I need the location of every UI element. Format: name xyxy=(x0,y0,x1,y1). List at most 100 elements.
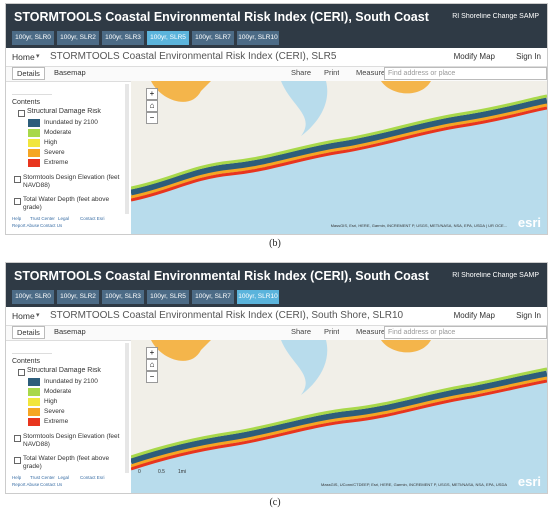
scale-label: 0.5 xyxy=(158,469,165,475)
legend-label: Inundated by 2100 xyxy=(44,378,98,385)
layer-name: Structural Damage Risk xyxy=(27,367,101,374)
measure-button[interactable]: Measure xyxy=(356,68,386,77)
zoom-button[interactable]: ⌂ xyxy=(146,359,158,371)
legend-label: Severe xyxy=(44,149,65,156)
layer-tab[interactable]: 100yr, SLR0 xyxy=(12,290,54,304)
layer-tab[interactable]: 100yr, SLR2 xyxy=(57,290,99,304)
share-button[interactable]: Share xyxy=(291,327,312,336)
legend-label: High xyxy=(44,139,58,146)
esri-logo: esri xyxy=(517,215,541,230)
layer-tab[interactable]: 100yr, SLR5 xyxy=(147,290,189,304)
scrollbar xyxy=(125,84,129,214)
layer-tab[interactable]: 100yr, SLR5 xyxy=(147,31,189,45)
layer-checkbox[interactable] xyxy=(14,198,21,205)
layer-tab[interactable]: 100yr, SLR3 xyxy=(102,31,144,45)
scale-label: 0 xyxy=(138,469,141,475)
coast-extreme xyxy=(131,379,547,471)
layer-name: Total Water Depth (feet above grade) xyxy=(23,196,110,211)
layer-checkbox[interactable] xyxy=(18,369,25,376)
layer-tab[interactable]: 100yr, SLR3 xyxy=(102,290,144,304)
app-title: STORMTOOLS Coastal Environmental Risk In… xyxy=(14,269,429,283)
scrollbar xyxy=(125,343,129,473)
legend-swatch xyxy=(28,418,40,426)
layer-checkbox[interactable] xyxy=(18,110,25,117)
layer-checkbox[interactable] xyxy=(14,435,21,442)
layer-name: Structural Damage Risk xyxy=(27,108,101,115)
home-menu[interactable]: Home xyxy=(12,52,35,62)
sign-in[interactable]: Sign In xyxy=(516,311,541,320)
app-panel: STORMTOOLS Coastal Environmental Risk In… xyxy=(5,262,548,494)
footer-link[interactable]: Legal xyxy=(58,216,70,221)
contents-heading: Contents xyxy=(12,99,41,106)
header-bar: STORMTOOLS Coastal Environmental Risk In… xyxy=(6,4,547,48)
header-link[interactable]: RI Shoreline Change SAMP xyxy=(452,272,539,279)
zoom-button[interactable]: + xyxy=(146,88,158,100)
legend-swatch xyxy=(28,408,40,416)
zoom-button[interactable]: − xyxy=(146,371,158,383)
map[interactable] xyxy=(131,340,547,493)
coast-severe xyxy=(131,103,547,199)
map-title: STORMTOOLS Coastal Environmental Risk In… xyxy=(50,310,404,321)
layer-tab[interactable]: 100yr, SLR0 xyxy=(12,31,54,45)
basemap-tab[interactable]: Basemap xyxy=(54,327,86,336)
footer-link[interactable]: Contact Us xyxy=(40,223,63,228)
panel-icons xyxy=(12,84,52,95)
footer-link[interactable]: Report Abuse xyxy=(12,482,40,487)
inland-water xyxy=(281,81,328,136)
footer-link[interactable]: Contact Esri xyxy=(80,475,105,480)
home-caret: ▾ xyxy=(36,312,40,319)
header-bar: STORMTOOLS Coastal Environmental Risk In… xyxy=(6,263,547,307)
legend-swatch xyxy=(28,159,40,167)
modify-map[interactable]: Modify Map xyxy=(453,311,495,320)
inland-water xyxy=(281,340,328,395)
footer-link[interactable]: Contact Us xyxy=(40,482,63,487)
search-box[interactable]: Find address or place xyxy=(384,67,547,80)
layer-tab[interactable]: 100yr, SLR2 xyxy=(57,31,99,45)
footer-link[interactable]: Help xyxy=(12,475,22,480)
zoom-button[interactable]: + xyxy=(146,347,158,359)
coast-extreme xyxy=(131,106,547,202)
coast-severe xyxy=(131,376,547,468)
map-attribution: MassGIS, UConn/CTDEEP, Esri, HERE, Garmi… xyxy=(321,482,507,487)
legend-label: High xyxy=(44,398,58,405)
layer-checkbox[interactable] xyxy=(14,176,21,183)
legend-label: Extreme xyxy=(44,418,69,425)
zoom-button[interactable]: ⌂ xyxy=(146,100,158,112)
measure-button[interactable]: Measure xyxy=(356,327,386,336)
legend-swatch xyxy=(28,378,40,386)
details-tab[interactable]: Details xyxy=(12,326,45,339)
footer-link[interactable]: Contact Esri xyxy=(80,216,105,221)
header-link[interactable]: RI Shoreline Change SAMP xyxy=(452,13,539,20)
map-attribution: MassGIS, Esri, HERE, Garmin, INCREMENT P… xyxy=(330,223,507,228)
map[interactable] xyxy=(131,81,547,234)
footer-link[interactable]: Report Abuse xyxy=(12,223,40,228)
coast-moderate xyxy=(131,94,547,190)
legend-label: Severe xyxy=(44,408,65,415)
zoom-button[interactable]: − xyxy=(146,112,158,124)
footer-link[interactable]: Legal xyxy=(58,475,70,480)
footer-link[interactable]: Help xyxy=(12,216,22,221)
modify-map[interactable]: Modify Map xyxy=(453,52,495,61)
layer-tab[interactable]: 100yr, SLR7 xyxy=(192,31,234,45)
scale-label: 1mi xyxy=(178,469,187,475)
search-box[interactable]: Find address or place xyxy=(384,326,547,339)
legend-label: Moderate xyxy=(44,129,72,136)
print-button[interactable]: Print xyxy=(324,327,340,336)
print-button[interactable]: Print xyxy=(324,68,340,77)
details-tab[interactable]: Details xyxy=(12,67,45,80)
home-menu[interactable]: Home xyxy=(12,311,35,321)
layer-checkbox[interactable] xyxy=(14,457,21,464)
layer-name: Stormtools Design Elevation (feet NAVD88… xyxy=(23,433,120,448)
basemap-tab[interactable]: Basemap xyxy=(54,68,86,77)
footer-link[interactable]: Trust Center xyxy=(30,216,55,221)
share-button[interactable]: Share xyxy=(291,68,312,77)
layer-tab[interactable]: 100yr, SLR10 xyxy=(237,290,279,304)
coast-inundated xyxy=(131,97,547,197)
footer-link[interactable]: Trust Center xyxy=(30,475,55,480)
home-caret: ▾ xyxy=(36,53,40,60)
sign-in[interactable]: Sign In xyxy=(516,52,541,61)
layer-tab[interactable]: 100yr, SLR7 xyxy=(192,290,234,304)
layer-tab[interactable]: 100yr, SLR10 xyxy=(237,31,279,45)
app-title: STORMTOOLS Coastal Environmental Risk In… xyxy=(14,10,429,24)
